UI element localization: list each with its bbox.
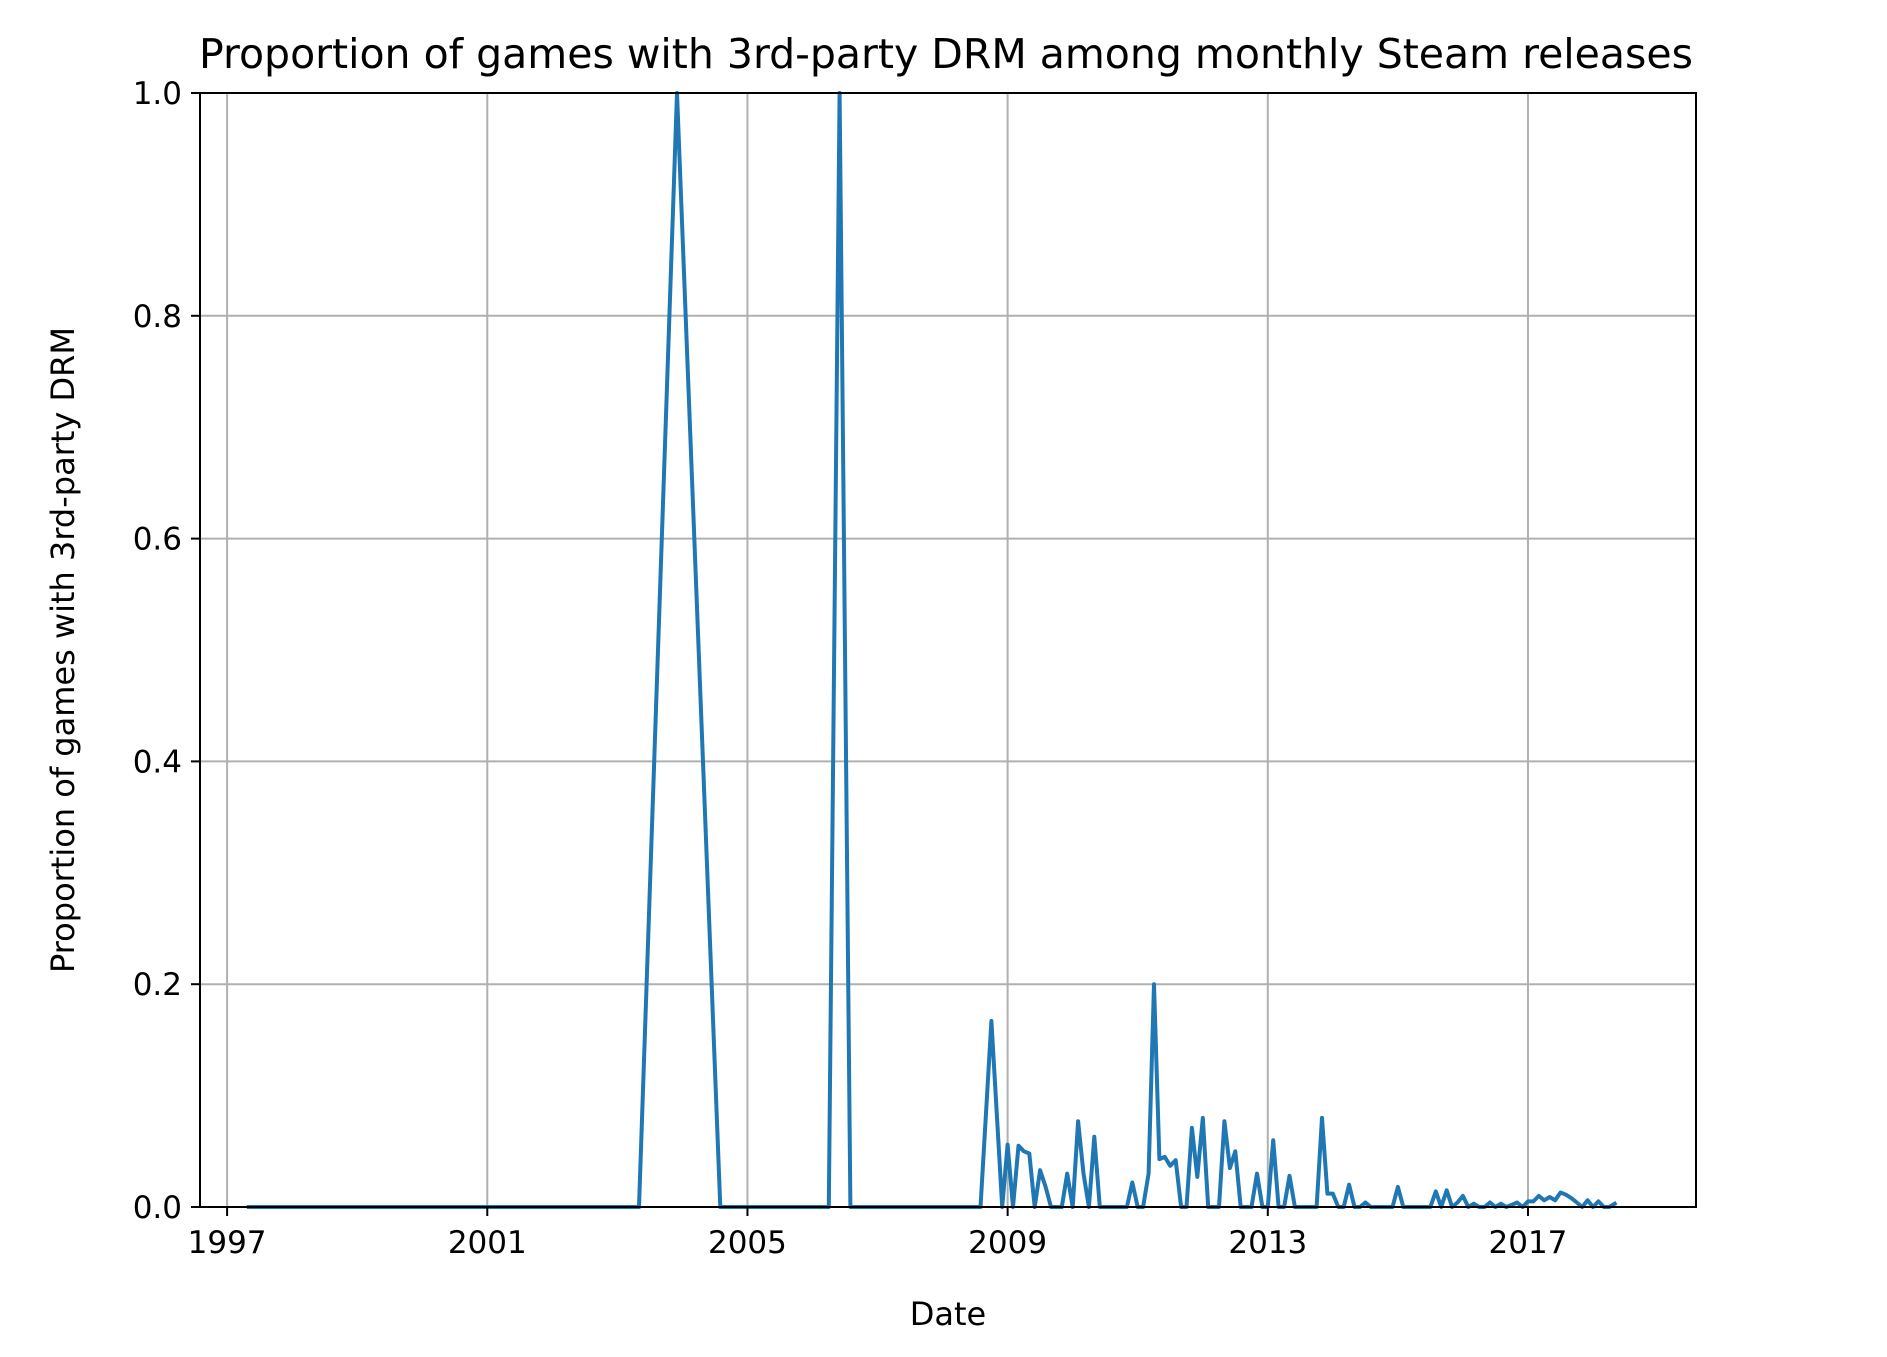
x-tick-label: 2001	[448, 1225, 527, 1261]
x-axis-label: Date	[910, 1295, 986, 1333]
x-tick-label: 2009	[968, 1225, 1047, 1261]
y-tick-label: 0.6	[133, 522, 182, 558]
x-tick-label: 2017	[1489, 1225, 1568, 1261]
y-axis-label: Proportion of games with 3rd-party DRM	[44, 327, 82, 973]
x-axis-ticks: 1997 2001 2005 2009 2013 2017	[188, 1207, 1568, 1261]
y-axis-ticks: 0.0 0.2 0.4 0.6 0.8 1.0	[133, 76, 200, 1226]
y-tick-label: 1.0	[133, 76, 182, 112]
y-tick-label: 0.8	[133, 299, 182, 335]
x-tick-label: 1997	[188, 1225, 267, 1261]
chart-title: Proportion of games with 3rd-party DRM a…	[199, 30, 1693, 78]
x-gridlines	[226, 93, 1529, 1207]
x-tick-label: 2013	[1228, 1225, 1307, 1261]
y-tick-label: 0.2	[133, 967, 182, 1003]
y-tick-label: 0.4	[133, 744, 182, 780]
x-tick-label: 2005	[708, 1225, 787, 1261]
plot-frame	[199, 92, 1697, 1208]
y-tick-label: 0.0	[133, 1190, 182, 1226]
